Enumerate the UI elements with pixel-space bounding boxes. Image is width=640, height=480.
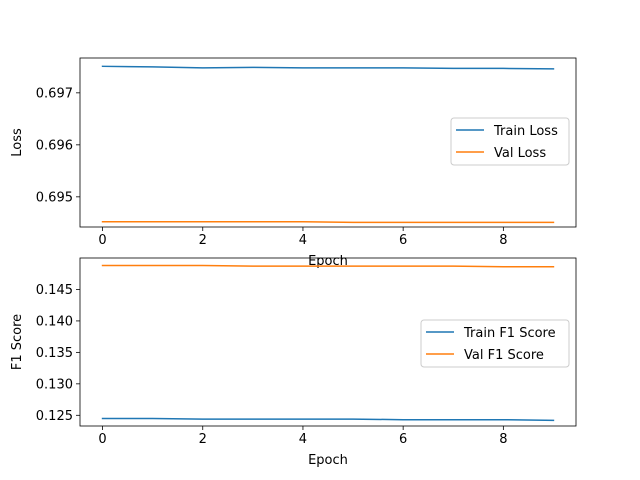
y-tick-label: 0.697 xyxy=(36,86,73,101)
x-tick-label: 4 xyxy=(299,233,307,248)
series-line-val-f1-score xyxy=(101,264,555,268)
x-tick-label: 6 xyxy=(399,233,407,248)
x-tick-label: 8 xyxy=(499,233,507,248)
series-line-train-f1-score xyxy=(101,417,555,422)
x-tick-label: 2 xyxy=(199,233,207,248)
series-group xyxy=(101,264,555,422)
y-tick-label: 0.135 xyxy=(36,346,73,361)
legend-label-train-f1-score: Train F1 Score xyxy=(463,326,556,341)
legend: Train Loss Val Loss xyxy=(450,117,570,166)
series-group xyxy=(101,65,555,224)
y-tick-label: 0.696 xyxy=(36,138,73,153)
plot-frame xyxy=(79,257,577,427)
series-line-train-loss xyxy=(101,65,555,70)
x-tick-label: 0 xyxy=(98,432,106,447)
x-axis-label: Epoch xyxy=(308,453,348,468)
legend-label-val-f1-score: Val F1 Score xyxy=(464,348,544,363)
y-tick-label: 0.130 xyxy=(36,377,73,392)
legend-label-val-loss: Val Loss xyxy=(494,146,546,161)
y-tick-label: 0.695 xyxy=(36,190,73,205)
chart-panel-2: 0 2 4 6 8 0.125 0.130 0.135 0.140 0.145 Epoch F1 Sc… xyxy=(10,257,577,468)
x-tick-label: 0 xyxy=(98,233,106,248)
legend-label-train-loss: Train Loss xyxy=(493,124,558,139)
x-tick-label: 2 xyxy=(199,432,207,447)
y-tick-label: 0.140 xyxy=(36,314,73,329)
y-tick-label: 0.125 xyxy=(36,409,73,424)
legend-box xyxy=(420,319,570,368)
x-tick-label: 6 xyxy=(399,432,407,447)
x-tick-label: 4 xyxy=(299,432,307,447)
y-axis-label: Loss xyxy=(10,128,25,157)
x-tick-label: 8 xyxy=(499,432,507,447)
series-line-val-loss xyxy=(101,221,555,224)
y-tick-label: 0.145 xyxy=(36,283,73,298)
legend: Train F1 Score Val F1 Score xyxy=(420,319,570,368)
y-axis-label: F1 Score xyxy=(10,314,25,370)
plot-frame xyxy=(79,57,577,228)
